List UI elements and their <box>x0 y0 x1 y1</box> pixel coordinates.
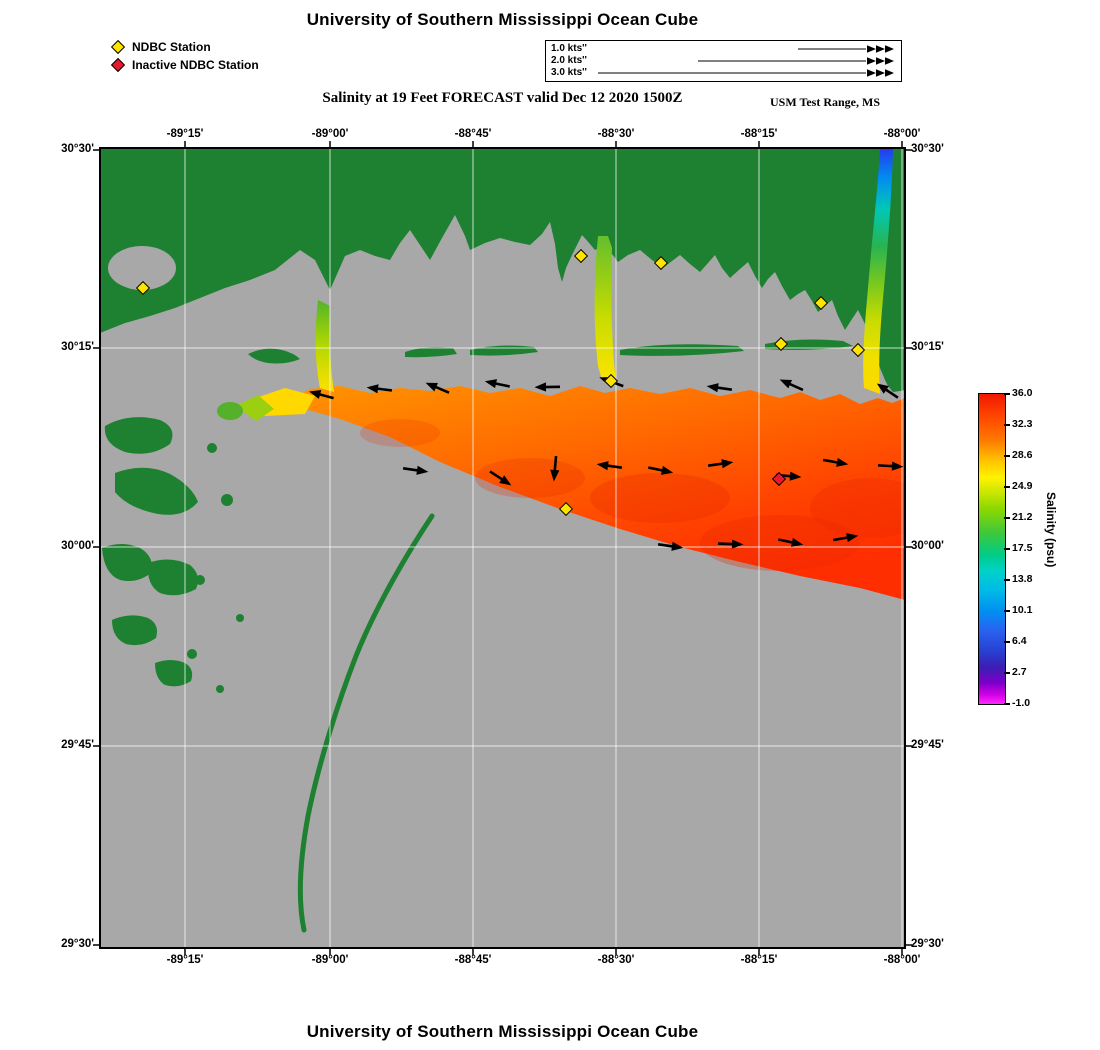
lon-tick-label-bottom: -89°15' <box>166 954 204 966</box>
lon-tick-label-top: -88°45' <box>454 128 492 140</box>
plume-fresh-tip <box>217 388 315 421</box>
page-title: University of Southern Mississippi Ocean… <box>306 10 699 29</box>
colorbar-tick-label: 32.3 <box>1012 418 1033 430</box>
legend: NDBC Station Inactive NDBC Station <box>110 39 259 75</box>
colorbar-tick-label: 21.2 <box>1012 511 1033 523</box>
legend-row-active: NDBC Station <box>110 39 259 54</box>
map-frame <box>99 147 906 949</box>
colorbar-tick-label: 36.0 <box>1012 387 1033 399</box>
inactive-ndbc-station-icon <box>110 57 126 72</box>
lat-tick-label-left: 30°30' <box>61 143 94 155</box>
vector-scale-box: 1.0 kts'' 2.0 kts'' 3.0 kts'' <box>545 40 902 82</box>
ndbc-station-icon <box>110 39 126 54</box>
page-title-bottom: University of Southern Mississippi Ocean… <box>306 1022 699 1041</box>
colorbar-tick-label: 28.6 <box>1012 449 1033 461</box>
scale-label-3kt: 3.0 kts'' <box>551 67 587 78</box>
lon-tick-label-top: -88°15' <box>740 128 778 140</box>
land-mainland <box>100 148 905 392</box>
colorbar-tick-mark <box>1004 672 1010 674</box>
colorbar <box>978 393 1006 705</box>
colorbar-tick-mark <box>1004 455 1010 457</box>
colorbar-tick-mark <box>1004 486 1010 488</box>
legend-row-inactive: Inactive NDBC Station <box>110 57 259 72</box>
forecast-subtitle: Salinity at 19 Feet FORECAST valid Dec 1… <box>322 90 683 106</box>
legend-label-active: NDBC Station <box>132 39 211 54</box>
colorbar-tick-mark <box>1004 579 1010 581</box>
region-label: USM Test Range, MS <box>770 95 881 109</box>
colorbar-tick-label: 2.7 <box>1012 666 1027 678</box>
bay-river-plume <box>594 236 616 384</box>
map <box>93 141 912 955</box>
lat-tick-label-left: 29°30' <box>61 938 94 950</box>
colorbar-tick-label: 6.4 <box>1012 635 1027 647</box>
lon-tick-label-top: -88°00' <box>883 128 921 140</box>
scale-label-1kt: 1.0 kts'' <box>551 43 587 54</box>
barrier-islands <box>248 339 853 364</box>
colorbar-tick-mark <box>1004 703 1010 705</box>
lat-tick-label-right: 29°45' <box>911 739 944 751</box>
lat-tick-label-left: 30°00' <box>61 540 94 552</box>
chandeleur-islands <box>297 513 435 933</box>
colorbar-tick-label: 24.9 <box>1012 480 1033 492</box>
axis-ticks <box>93 141 912 955</box>
pearl-river-plume <box>315 300 334 392</box>
lat-tick-label-right: 30°15' <box>911 341 944 353</box>
colorbar-label: Salinity (psu) <box>1044 492 1058 568</box>
lon-tick-label-bottom: -88°45' <box>454 954 492 966</box>
east-river-plume <box>863 148 893 394</box>
lat-tick-label-right: 29°30' <box>911 938 944 950</box>
colorbar-tick-mark <box>1004 641 1010 643</box>
colorbar-tick-label: 10.1 <box>1012 604 1033 616</box>
lon-tick-label-bottom: -88°15' <box>740 954 778 966</box>
colorbar-tick-mark <box>1004 517 1010 519</box>
lat-tick-label-right: 30°30' <box>911 143 944 155</box>
high-salinity-patches <box>360 419 905 571</box>
lon-tick-label-top: -88°30' <box>597 128 635 140</box>
colorbar-tick-mark <box>1004 610 1010 612</box>
colorbar-tick-label: -1.0 <box>1012 697 1031 709</box>
colorbar-tick-mark <box>1004 548 1010 550</box>
colorbar-tick-mark <box>1004 424 1010 426</box>
colorbar-tick-label: 17.5 <box>1012 542 1033 554</box>
colorbar-tick-mark <box>1004 393 1010 395</box>
scale-label-2kt: 2.0 kts'' <box>551 55 587 66</box>
lon-tick-label-bottom: -88°00' <box>883 954 921 966</box>
lon-tick-label-bottom: -89°00' <box>311 954 349 966</box>
legend-label-inactive: Inactive NDBC Station <box>132 57 259 72</box>
coastal-lake <box>108 246 176 290</box>
lat-tick-label-left: 30°15' <box>61 341 94 353</box>
lat-tick-label-right: 30°00' <box>911 540 944 552</box>
scale-arrows <box>598 45 894 77</box>
lat-tick-label-left: 29°45' <box>61 739 94 751</box>
lon-tick-label-top: -89°00' <box>311 128 349 140</box>
graticule <box>100 148 905 948</box>
lon-tick-label-top: -89°15' <box>166 128 204 140</box>
colorbar-tick-label: 13.8 <box>1012 573 1033 585</box>
lon-tick-label-bottom: -88°30' <box>597 954 635 966</box>
